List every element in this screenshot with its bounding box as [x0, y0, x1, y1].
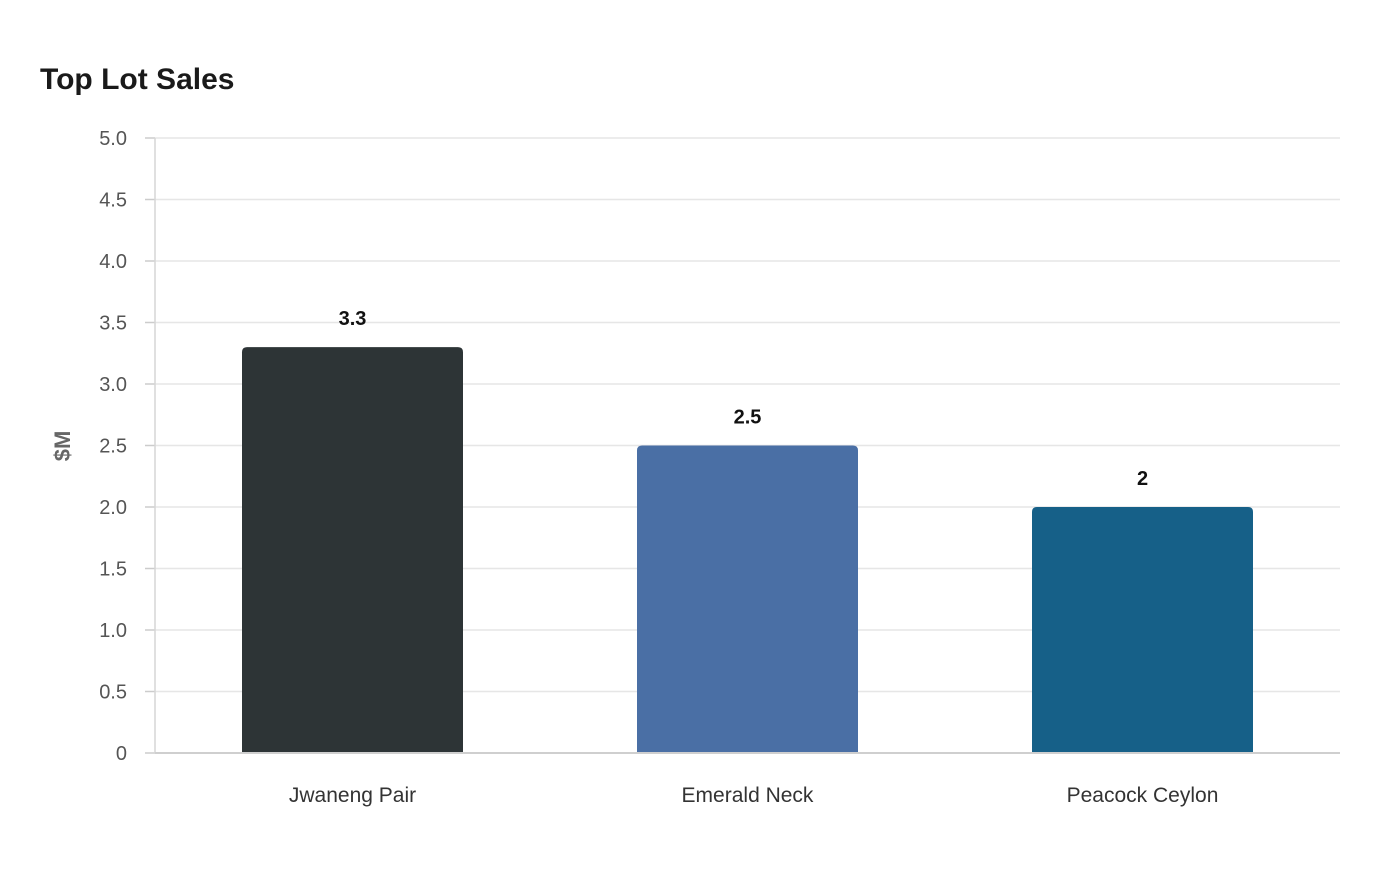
x-category-label: Peacock Ceylon	[1067, 784, 1219, 807]
y-tick-label: 3.0	[99, 374, 127, 396]
y-tick-label: 0.5	[99, 682, 127, 704]
y-tick-label: 3.5	[99, 313, 127, 335]
bar-value-label: 3.3	[339, 308, 367, 330]
bars	[242, 347, 1253, 753]
x-category-label: Emerald Neck	[682, 784, 814, 807]
bar	[637, 445, 858, 753]
bar	[242, 347, 463, 753]
y-tick-label: 0	[116, 743, 127, 765]
y-tick-label: 1.0	[99, 620, 127, 642]
y-tick-label: 4.0	[99, 251, 127, 273]
axes	[154, 138, 1340, 754]
value-labels: 3.3 2.5 2	[339, 308, 1148, 490]
y-tick-label: 2.5	[99, 436, 127, 458]
chart-title: Top Lot Sales	[40, 63, 235, 96]
y-axis-title: $M	[50, 431, 75, 462]
category-labels: Jwaneng Pair Emerald Neck Peacock Ceylon	[289, 784, 1219, 807]
x-category-label: Jwaneng Pair	[289, 784, 416, 807]
y-tick-label: 4.5	[99, 190, 127, 212]
y-tick-label: 1.5	[99, 559, 127, 581]
bar-value-label: 2.5	[734, 407, 762, 429]
bar	[1032, 507, 1253, 753]
y-tick-label: 2.0	[99, 497, 127, 519]
bar-value-label: 2	[1137, 468, 1148, 490]
y-tick-labels: 0 0.5 1.0 1.5 2.0 2.5 3.0 3.5 4.0 4.5 5.0	[99, 128, 127, 765]
y-tick-label: 5.0	[99, 128, 127, 150]
